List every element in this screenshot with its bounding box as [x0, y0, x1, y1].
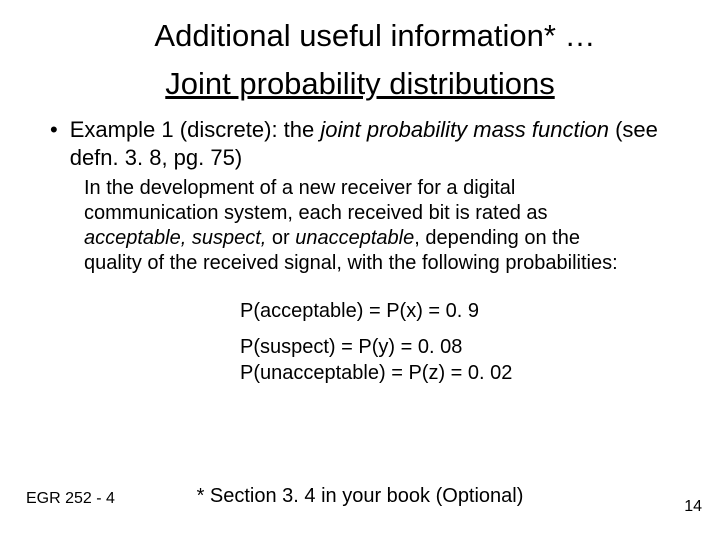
prob-line-1: P(acceptable) = P(x) = 0. 9 [240, 298, 680, 324]
bullet-item: • Example 1 (discrete): the joint probab… [48, 116, 680, 172]
prob-line-3: P(unacceptable) = P(z) = 0. 02 [240, 360, 680, 386]
para-mid: or [266, 227, 295, 249]
sub-paragraph: In the development of a new receiver for… [84, 176, 640, 276]
footer-center: * Section 3. 4 in your book (Optional) [0, 485, 720, 508]
para-italic2: unacceptable [295, 227, 414, 249]
slide-container: Additional useful information* … Joint p… [0, 0, 720, 540]
bullet-text: Example 1 (discrete): the joint probabil… [70, 116, 680, 172]
para-part1: In the development of a new receiver for… [84, 177, 548, 224]
para-italic1: acceptable, suspect, [84, 227, 266, 249]
bullet-marker: • [50, 116, 58, 144]
page-number: 14 [684, 498, 702, 516]
prob-line-2: P(suspect) = P(y) = 0. 08 [240, 334, 680, 360]
probability-block: P(acceptable) = P(x) = 0. 9 P(suspect) =… [240, 298, 680, 386]
bullet-prefix: Example 1 (discrete): the [70, 117, 321, 142]
slide-subtitle: Joint probability distributions [40, 66, 680, 102]
slide-title: Additional useful information* … [40, 18, 680, 54]
bullet-italic: joint probability mass function [320, 117, 609, 142]
